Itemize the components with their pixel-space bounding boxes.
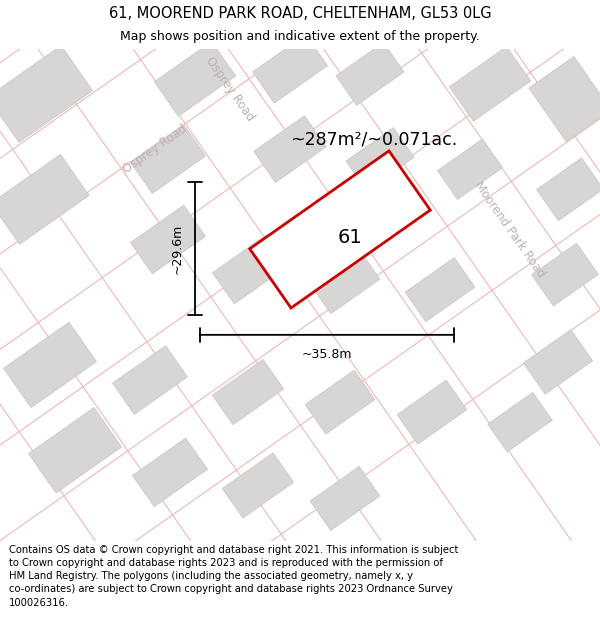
Text: Contains OS data © Crown copyright and database right 2021. This information is : Contains OS data © Crown copyright and d… <box>9 545 458 608</box>
Polygon shape <box>346 127 414 191</box>
Polygon shape <box>0 46 92 142</box>
Polygon shape <box>130 205 206 274</box>
Text: 61: 61 <box>338 228 362 247</box>
Polygon shape <box>523 329 593 394</box>
Text: ~287m²/~0.071ac.: ~287m²/~0.071ac. <box>290 130 457 148</box>
Polygon shape <box>405 258 475 322</box>
Polygon shape <box>310 249 380 314</box>
Text: Moorend Park Road: Moorend Park Road <box>472 179 548 280</box>
Polygon shape <box>532 243 598 306</box>
Polygon shape <box>212 359 284 425</box>
Polygon shape <box>488 392 552 452</box>
Text: ~35.8m: ~35.8m <box>302 348 352 361</box>
Polygon shape <box>449 46 531 121</box>
Polygon shape <box>529 56 600 141</box>
Polygon shape <box>112 346 188 414</box>
Text: ~29.6m: ~29.6m <box>170 223 184 274</box>
Polygon shape <box>397 380 467 444</box>
Polygon shape <box>130 125 206 194</box>
Polygon shape <box>336 42 404 106</box>
Polygon shape <box>212 235 287 304</box>
Polygon shape <box>536 158 600 221</box>
Polygon shape <box>154 41 236 116</box>
Polygon shape <box>133 438 208 507</box>
Polygon shape <box>254 116 326 182</box>
Polygon shape <box>437 139 503 199</box>
Polygon shape <box>310 466 380 531</box>
Polygon shape <box>253 34 328 103</box>
Polygon shape <box>28 408 122 493</box>
Polygon shape <box>4 322 97 408</box>
Polygon shape <box>250 151 430 308</box>
Text: Osprey Road: Osprey Road <box>121 122 190 176</box>
Polygon shape <box>222 452 294 518</box>
Text: Map shows position and indicative extent of the property.: Map shows position and indicative extent… <box>120 30 480 43</box>
Polygon shape <box>0 154 89 244</box>
Polygon shape <box>305 370 375 434</box>
Text: 61, MOOREND PARK ROAD, CHELTENHAM, GL53 0LG: 61, MOOREND PARK ROAD, CHELTENHAM, GL53 … <box>109 6 491 21</box>
Text: Osprey Road: Osprey Road <box>203 54 257 123</box>
